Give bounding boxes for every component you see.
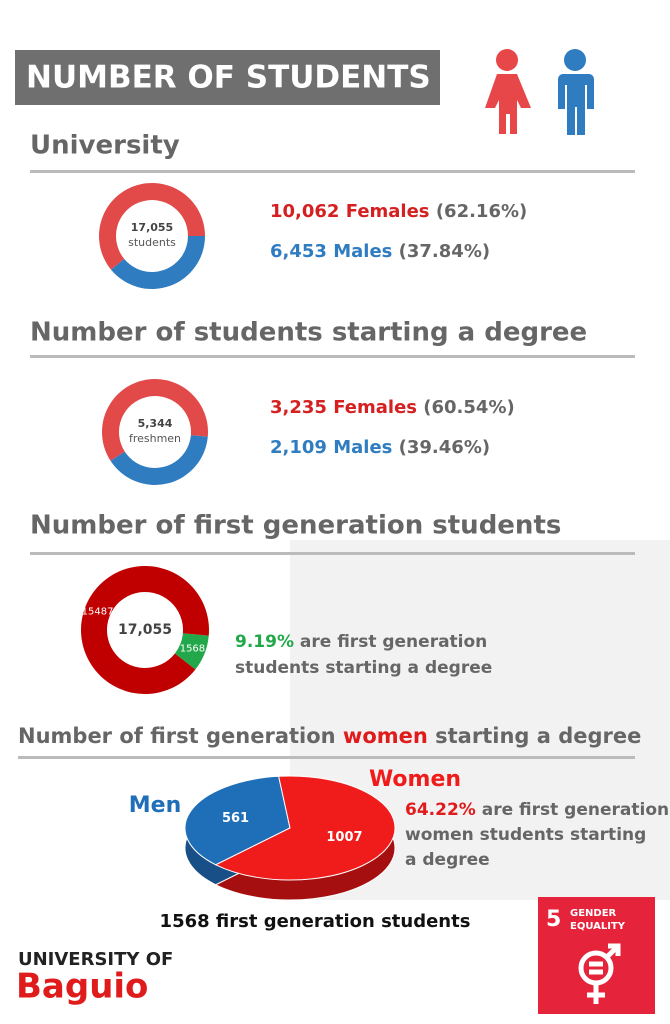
footer-note: 1568 first generation students — [160, 911, 471, 932]
male-icon — [558, 49, 594, 135]
slice-label: 561 — [222, 811, 249, 826]
stat-percent: (60.54%) — [423, 397, 514, 418]
stat-category: Females — [333, 397, 417, 418]
donut-segment — [102, 379, 208, 461]
stat-line: 2,109 Males (39.46%) — [270, 437, 490, 458]
divider — [30, 355, 635, 358]
sdg-number: 5 — [546, 907, 561, 932]
center-label: students — [128, 236, 176, 249]
annotation-highlight: 64.22% — [405, 800, 476, 820]
annotation-text: women students starting — [405, 825, 646, 845]
donut-segment — [80, 566, 209, 694]
section-title: Number of first generation women startin… — [18, 724, 641, 748]
slice-label: 1007 — [326, 830, 362, 845]
title-box — [15, 50, 440, 105]
sdg-label: EQUALITY — [570, 921, 626, 932]
stat-count: 6,453 — [270, 241, 327, 262]
female-icon — [485, 49, 531, 134]
category-label: Women — [369, 767, 461, 792]
logo-line: UNIVERSITY OF — [18, 949, 173, 970]
center-value: 17,055 — [118, 622, 172, 638]
logo-name: Baguio — [16, 967, 148, 1007]
segment-label: 1568 — [180, 644, 205, 655]
section-title: Number of first generation students — [30, 511, 561, 541]
segment-label: 15487 — [82, 606, 114, 617]
stat-percent: (62.16%) — [436, 201, 527, 222]
pie-slice — [184, 775, 291, 866]
section-title: University — [30, 131, 180, 161]
stat-line: 6,453 Males (37.84%) — [270, 241, 490, 262]
divider — [18, 756, 635, 759]
stat-line: 10,062 Females (62.16%) — [270, 201, 527, 222]
divider — [30, 170, 635, 173]
annotation-text: are first generation — [300, 632, 487, 652]
annotation-text: a degree — [405, 850, 490, 870]
center-value: 5,344 — [138, 417, 173, 430]
sdg-label: GENDER — [570, 908, 617, 919]
annotation: women students starting — [405, 825, 646, 845]
sdg-badge: 5 GENDER EQUALITY — [538, 897, 655, 1014]
stat-line: 3,235 Females (60.54%) — [270, 397, 515, 418]
pie-slice — [214, 775, 396, 881]
stat-category: Males — [333, 241, 392, 262]
donut-segment — [110, 435, 208, 486]
annotation: 9.19% are first generation — [235, 632, 487, 652]
donut-segment — [99, 183, 205, 270]
center-label: freshmen — [129, 432, 181, 445]
stat-category: Females — [346, 201, 430, 222]
center-value: 17,055 — [131, 221, 173, 234]
donut-segment — [174, 633, 209, 670]
category-label: Men — [129, 793, 181, 818]
stat-count: 2,109 — [270, 437, 327, 458]
annotation-text: students starting a degree — [235, 658, 492, 678]
annotation-highlight: 9.19% — [235, 632, 294, 652]
stat-percent: (37.84%) — [399, 241, 490, 262]
annotation: students starting a degree — [235, 658, 492, 678]
divider — [30, 552, 635, 555]
donut-segment — [111, 236, 205, 290]
title: NUMBER OF STUDENTS — [26, 60, 431, 96]
stat-category: Males — [333, 437, 392, 458]
section-title: Number of students starting a degree — [30, 318, 587, 348]
stat-count: 10,062 — [270, 201, 339, 222]
stat-count: 3,235 — [270, 397, 327, 418]
annotation: 64.22% are first generation — [405, 800, 669, 820]
annotation: a degree — [405, 850, 490, 870]
annotation-text: are first generation — [482, 800, 669, 820]
stat-percent: (39.46%) — [399, 437, 490, 458]
